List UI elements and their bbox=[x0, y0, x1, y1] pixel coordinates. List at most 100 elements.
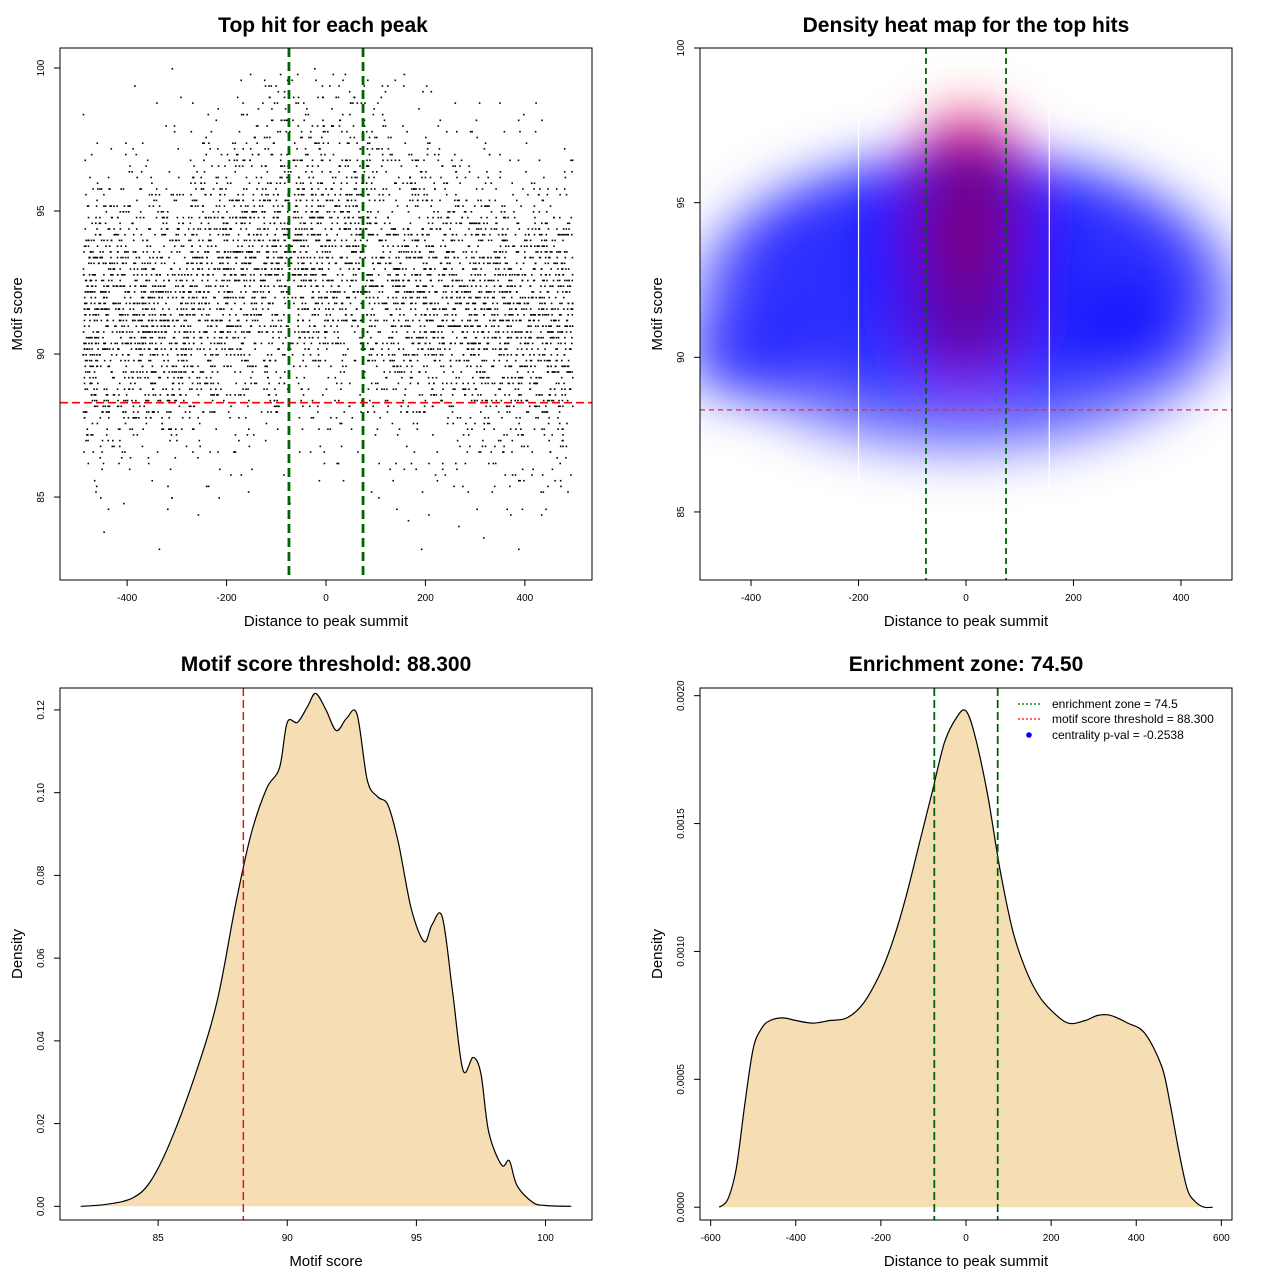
scatter-point bbox=[407, 405, 409, 408]
scatter-point bbox=[321, 159, 324, 162]
scatter-point bbox=[394, 325, 397, 327]
scatter-point bbox=[462, 388, 464, 390]
scatter-point bbox=[565, 331, 568, 333]
scatter-point bbox=[207, 113, 210, 116]
scatter-point bbox=[227, 325, 229, 327]
scatter-point bbox=[346, 193, 349, 196]
scatter-point bbox=[416, 285, 418, 287]
scatter-point bbox=[156, 451, 159, 453]
scatter-point bbox=[310, 130, 312, 133]
scatter-point bbox=[188, 296, 190, 299]
scatter-point bbox=[353, 331, 356, 333]
scatter-point bbox=[267, 302, 270, 305]
scatter-point bbox=[446, 262, 448, 265]
scatter-point bbox=[192, 176, 194, 179]
scatter-point bbox=[378, 193, 381, 196]
scatter-point bbox=[374, 359, 376, 362]
scatter-point bbox=[165, 228, 168, 230]
scatter-point bbox=[133, 262, 135, 265]
scatter-point bbox=[250, 302, 253, 305]
scatter-point bbox=[107, 176, 110, 179]
scatter-point bbox=[468, 165, 470, 167]
scatter-point bbox=[527, 371, 530, 373]
scatter-point bbox=[148, 279, 151, 282]
scatter-point bbox=[328, 239, 330, 242]
scatter-point bbox=[318, 268, 320, 270]
scatter-point bbox=[311, 199, 314, 202]
scatter-point bbox=[269, 399, 272, 402]
scatter-point bbox=[199, 245, 201, 247]
scatter-point bbox=[189, 411, 191, 413]
scatter-point bbox=[548, 274, 551, 276]
scatter-point bbox=[459, 165, 461, 167]
scatter-point bbox=[108, 417, 110, 419]
scatter-point bbox=[458, 359, 460, 362]
scatter-point bbox=[248, 285, 251, 287]
scatter-point bbox=[116, 245, 119, 247]
scatter-point bbox=[365, 228, 368, 230]
scatter-point bbox=[325, 388, 328, 390]
scatter-point bbox=[135, 348, 137, 350]
scatter-point bbox=[161, 354, 164, 356]
scatter-point bbox=[317, 216, 319, 219]
scatter-point bbox=[105, 262, 107, 265]
scatter-point bbox=[82, 354, 85, 356]
scatter-point bbox=[207, 485, 210, 488]
scatter-point bbox=[434, 256, 436, 259]
scatter-point bbox=[124, 376, 126, 379]
scatter-point bbox=[223, 296, 226, 299]
panel-scatter: Top hit for each peak -400 -200 0 200 400 85… bbox=[9, 14, 593, 630]
scatter-point bbox=[464, 176, 467, 179]
scatter-point bbox=[225, 302, 227, 305]
scatter-point bbox=[94, 274, 96, 276]
scatter-point bbox=[556, 262, 558, 265]
scatter-point bbox=[472, 342, 474, 345]
scatter-point bbox=[181, 279, 183, 282]
scatter-point bbox=[161, 428, 163, 430]
scatter-point bbox=[526, 365, 528, 368]
scatter-point bbox=[519, 342, 522, 345]
scatter-point bbox=[222, 216, 225, 219]
scatter-point bbox=[154, 331, 156, 333]
scatter-point bbox=[546, 291, 549, 293]
scatter-point bbox=[155, 216, 158, 219]
scatter-point bbox=[178, 382, 180, 385]
scatter-point bbox=[149, 296, 152, 299]
scatter-point bbox=[544, 274, 547, 276]
scatter-point bbox=[430, 205, 432, 207]
scatter-point bbox=[206, 331, 208, 333]
scatter-point bbox=[333, 291, 335, 293]
scatter-point bbox=[216, 308, 218, 310]
scatter-point bbox=[311, 274, 314, 276]
scatter-point bbox=[150, 291, 152, 293]
scatter-point bbox=[261, 193, 263, 196]
scatter-point bbox=[445, 319, 448, 322]
scatter-point bbox=[85, 302, 88, 305]
scatter-point bbox=[344, 319, 347, 322]
scatter-point bbox=[453, 239, 456, 242]
scatter-point bbox=[134, 319, 136, 322]
scatter-point bbox=[116, 205, 118, 207]
scatter-point bbox=[264, 199, 266, 202]
scatter-point bbox=[157, 211, 159, 213]
scatter-point bbox=[530, 182, 533, 184]
scatter-point bbox=[250, 251, 253, 253]
scatter-point bbox=[192, 262, 194, 265]
scatter-point bbox=[187, 274, 189, 276]
scatter-point bbox=[108, 279, 110, 282]
scatter-point bbox=[156, 348, 158, 350]
scatter-point bbox=[404, 274, 406, 276]
scatter-point bbox=[219, 319, 222, 322]
scatter-point bbox=[220, 331, 223, 333]
scatter-point bbox=[540, 285, 542, 287]
scatter-point bbox=[554, 239, 556, 242]
scatter-point bbox=[552, 279, 555, 282]
scatter-point bbox=[423, 302, 425, 305]
scatter-point bbox=[437, 325, 439, 327]
scatter-point bbox=[255, 302, 258, 305]
scatter-point bbox=[256, 251, 259, 253]
scatter-point bbox=[478, 451, 480, 453]
scatter-point bbox=[311, 228, 314, 230]
scatter-point bbox=[123, 205, 126, 207]
scatter-point bbox=[368, 285, 371, 287]
